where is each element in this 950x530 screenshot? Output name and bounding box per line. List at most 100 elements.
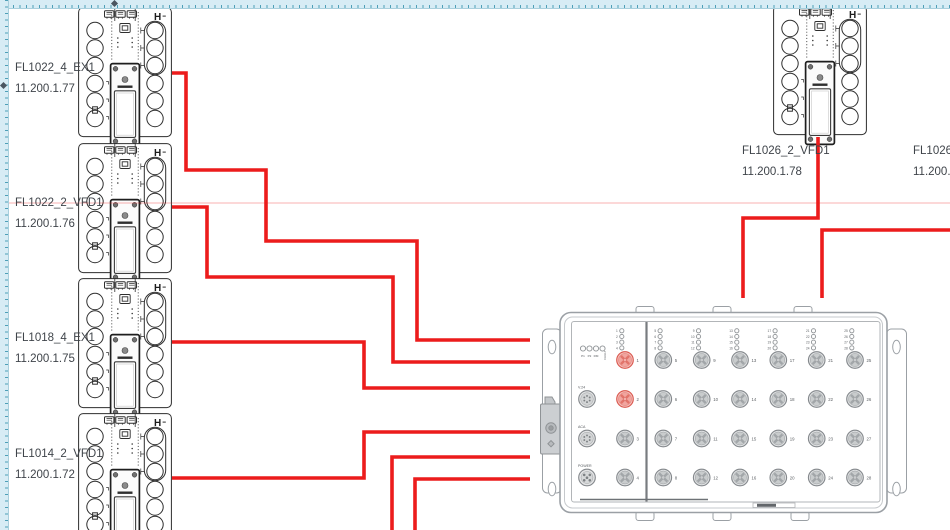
switch-port-11[interactable]	[692, 429, 711, 448]
switch-port-20[interactable]	[769, 468, 788, 487]
port-led-number: 21	[806, 329, 810, 333]
switch-port-V.24[interactable]	[578, 390, 596, 408]
port-led-number: 14	[729, 335, 733, 339]
port-status-led	[695, 345, 702, 351]
module-FL1026_2_VFD1[interactable]	[772, 4, 868, 146]
switch-port-26[interactable]	[846, 390, 864, 408]
station-label: FL1018_4_EX1 11.200.1.75	[15, 328, 95, 370]
port-number-label: 10	[713, 397, 718, 402]
status-led-label: P2	[588, 354, 592, 358]
port-led-number: 5	[654, 329, 656, 333]
switch-port-27[interactable]	[846, 429, 864, 448]
port-led-number: 26	[844, 335, 848, 339]
din-rail-clip	[540, 396, 562, 455]
switch-port-3[interactable]	[616, 429, 634, 448]
port-led-number: 7	[654, 341, 656, 345]
port-status-led	[810, 333, 817, 340]
cable-offscreen-bottom-2-to-switch-left-6[interactable]	[413, 477, 530, 530]
port-number-label: 13	[752, 358, 757, 363]
status-led-RM	[592, 345, 600, 352]
station-name: FL1022_2_VFD1	[15, 197, 103, 209]
cable-offscreen-right-to-switch-top-2[interactable]	[820, 228, 950, 298]
port-led-number: 8	[654, 346, 656, 350]
station-label: FL1014_2_VFD1 11.200.1.72	[15, 444, 103, 486]
switch-port-19[interactable]	[769, 429, 788, 448]
switch-port-2[interactable]	[616, 390, 634, 408]
status-led-P1	[579, 345, 587, 352]
port-number-label: 14	[752, 397, 757, 402]
cable-FL1014_2_VFD1-to-switch-left-4[interactable]	[172, 430, 530, 480]
switch-port-13[interactable]	[731, 351, 749, 369]
port-number-label: 9	[713, 358, 716, 363]
station-name: FL1026_2_VFD1	[742, 145, 830, 157]
switch-port-7[interactable]	[654, 429, 673, 448]
port-status-led	[772, 345, 778, 351]
cable-FL1018_4_EX1-to-switch-left-3[interactable]	[172, 340, 530, 390]
port-status-led	[619, 328, 625, 334]
port-status-led	[849, 333, 855, 340]
switch-port-12[interactable]	[692, 468, 711, 487]
switch-port-field: 1122334455667788991010111112121313141415…	[578, 328, 872, 487]
switch-port-ACA[interactable]	[578, 429, 596, 448]
switch-port-6[interactable]	[654, 390, 673, 408]
station-label-partial: FL1026_4 11.200.1.	[913, 141, 950, 183]
switch-port-8[interactable]	[654, 468, 673, 487]
port-number-label: 21	[828, 358, 833, 363]
switch-port-9[interactable]	[692, 351, 711, 369]
port-status-led	[772, 333, 778, 340]
switch-port-23[interactable]	[807, 429, 826, 448]
switch-port-POWER[interactable]	[578, 468, 596, 487]
switch-port-5[interactable]	[654, 351, 673, 369]
port-number-label: 15	[752, 436, 757, 441]
port-status-led	[657, 339, 663, 345]
port-number-label: 1	[637, 358, 640, 363]
cable-FL1026_2_VFD1-to-switch-top-1[interactable]	[741, 137, 820, 298]
switch-port-28[interactable]	[846, 468, 864, 487]
switch-port-21[interactable]	[807, 351, 826, 369]
switch-port-17[interactable]	[769, 351, 788, 369]
port-status-led	[657, 328, 663, 334]
switch-port-15[interactable]	[731, 429, 749, 448]
port-status-led	[734, 328, 740, 334]
cable-offscreen-bottom-1-to-switch-left-5[interactable]	[390, 455, 530, 530]
special-port-label: POWER	[578, 464, 592, 468]
port-number-label: 23	[828, 436, 833, 441]
port-number-label: 3	[637, 436, 640, 441]
port-led-number: 3	[616, 341, 618, 345]
station-label: FL1026_2_VFD1 11.200.1.78	[742, 141, 830, 183]
port-number-label: 12	[713, 475, 718, 480]
port-number-label: 6	[675, 397, 678, 402]
port-led-number: 11	[691, 341, 695, 345]
switch-port-25[interactable]	[846, 351, 864, 369]
switch-port-4[interactable]	[616, 468, 634, 487]
ruler-horizontal	[0, 0, 950, 9]
switch-port-1[interactable]	[616, 351, 634, 369]
switch-port-24[interactable]	[807, 468, 826, 487]
status-led-label: RM	[594, 354, 599, 358]
switch-port-14[interactable]	[731, 390, 749, 408]
station-label: FL1022_4_EX1 11.200.1.77	[15, 58, 95, 100]
port-led-number: 2	[616, 335, 618, 339]
cable-FL1022_2_VFD1-to-switch-left-2[interactable]	[172, 205, 530, 364]
port-led-number: 22	[806, 335, 810, 339]
switch-port-18[interactable]	[769, 390, 788, 408]
port-number-label: 24	[828, 475, 833, 480]
port-status-led	[734, 333, 740, 340]
port-number-label: 4	[637, 475, 640, 480]
switch-port-22[interactable]	[807, 390, 826, 408]
port-number-label: 26	[867, 397, 872, 402]
switch-face-panel	[571, 321, 881, 503]
station-name: FL1014_2_VFD1	[15, 448, 103, 460]
port-status-led	[810, 328, 817, 334]
cable-FL1022_4_EX1-to-switch-left-1[interactable]	[172, 71, 530, 342]
port-number-label: 27	[867, 436, 872, 441]
port-led-number: 13	[729, 329, 733, 333]
switch-port-10[interactable]	[692, 390, 711, 408]
port-led-number: 28	[844, 346, 848, 350]
status-led-P2	[586, 345, 593, 352]
switch-port-16[interactable]	[731, 468, 749, 487]
m12-switch[interactable]: 1122334455667788991010111112121313141415…	[540, 306, 907, 521]
port-led-number: 19	[768, 341, 772, 345]
port-status-led	[619, 333, 625, 340]
station-ip: 11.200.1.77	[15, 83, 75, 95]
